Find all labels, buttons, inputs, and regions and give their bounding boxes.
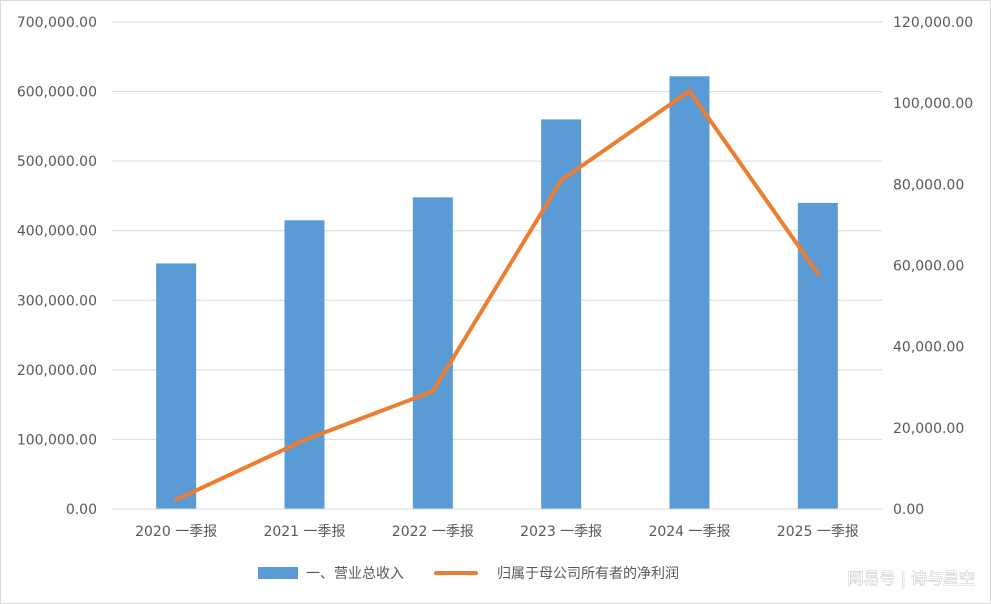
legend-swatch-bar — [258, 567, 298, 579]
y-right-tick-label: 0.00 — [893, 502, 924, 518]
line-series-net-profit — [174, 88, 820, 502]
x-tick-label: 2023 一季报 — [520, 524, 602, 540]
y-left-tick-label: 100,000.00 — [17, 432, 97, 448]
y-left-tick-label: 400,000.00 — [17, 224, 97, 240]
y-right-tick-label: 60,000.00 — [893, 259, 964, 275]
x-tick-label: 2022 一季报 — [392, 524, 474, 540]
bar — [412, 197, 453, 509]
y-right-tick-label: 100,000.00 — [893, 96, 973, 112]
bar — [284, 220, 325, 509]
y-left-tick-label: 600,000.00 — [17, 85, 97, 101]
x-tick-label: 2020 一季报 — [135, 524, 217, 540]
x-tick-label: 2021 一季报 — [263, 524, 345, 540]
y-right-tick-label: 120,000.00 — [893, 15, 973, 31]
y-left-tick-label: 500,000.00 — [17, 154, 97, 170]
y-right-tick-label: 20,000.00 — [893, 421, 964, 437]
y-left-tick-label: 700,000.00 — [17, 15, 97, 31]
bar — [156, 263, 197, 509]
legend-label-line: 归属于母公司所有者的净利润 — [497, 565, 679, 582]
x-tick-label: 2024 一季报 — [648, 524, 730, 540]
legend-label-bar: 一、营业总收入 — [306, 566, 404, 582]
y-right-tick-label: 40,000.00 — [893, 340, 964, 356]
x-tick-label: 2025 一季报 — [777, 524, 859, 540]
y-right-tick-label: 80,000.00 — [893, 177, 964, 193]
bar — [797, 202, 838, 509]
y-left-tick-label: 200,000.00 — [17, 363, 97, 379]
bar — [541, 119, 582, 510]
bar — [669, 76, 710, 509]
watermark-text: 网易号 | 诗与星空 — [847, 569, 975, 588]
y-left-tick-label: 300,000.00 — [17, 293, 97, 309]
y-left-tick-label: 0.00 — [66, 502, 97, 518]
